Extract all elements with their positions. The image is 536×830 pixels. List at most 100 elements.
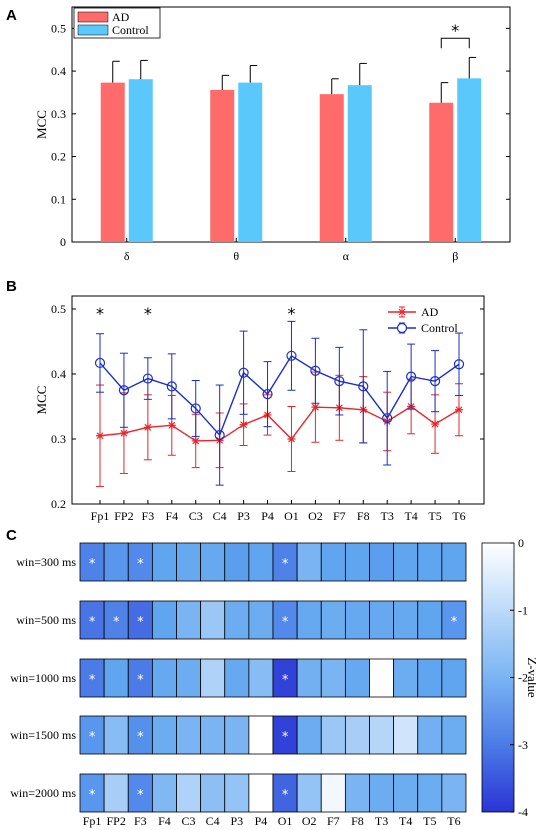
line-chart-panel: 0.2 0.3 0.4 0.5 MCC Fp1 FP2 F3 F4 C3 C4 P3 P4 O1 O2 F7 F…: [34, 295, 485, 523]
data-point: [214, 430, 225, 441]
heatmap-panel: win=300 ms * * * win=500 ms * * * * * win=1000 ms *…: [10, 536, 536, 828]
heatmap-row: win=500 ms * * * * *: [16, 600, 467, 640]
heatmap-cell: [176, 600, 202, 640]
heatmap-cell: [320, 600, 346, 640]
heatmap-cell: [272, 658, 298, 698]
legend-marker: [398, 308, 406, 316]
x-tick-label: F4: [165, 509, 178, 523]
significance-star: *: [282, 615, 289, 630]
colorbar-tick-label: -3: [518, 738, 528, 752]
legend: AD Control: [388, 305, 458, 335]
panel-label-a: A: [6, 7, 17, 24]
data-point: [96, 431, 104, 440]
heatmap-cell: [393, 715, 419, 755]
heatmap-cell: [296, 773, 322, 813]
heatmap-cell: [393, 658, 419, 698]
y-tick-label: 0.3: [51, 432, 66, 446]
column-label: T4: [399, 814, 412, 828]
heatmap-cell: [200, 658, 226, 698]
y-tick-label: 0.2: [51, 150, 66, 164]
heatmap-cell: [369, 658, 395, 698]
significance-star: *: [144, 304, 152, 323]
colorbar-tick-label: -1: [518, 603, 528, 617]
heatmap-cell: [344, 773, 370, 813]
data-point: [142, 373, 153, 384]
heatmap-cell: [79, 658, 105, 698]
y-tick-label: 0.2: [51, 497, 66, 511]
data-point: [382, 413, 393, 424]
column-label: C4: [206, 814, 220, 828]
y-tick-label: 0.1: [51, 192, 66, 206]
data-point: [431, 420, 440, 429]
x-tick-label: T6: [452, 509, 465, 523]
data-point: [239, 420, 248, 429]
bar-ad: [100, 82, 125, 242]
x-tick-label: F8: [357, 509, 370, 523]
heatmap-cell: [296, 542, 322, 582]
data-point: [406, 371, 417, 382]
heatmap-cell: [248, 542, 274, 582]
row-label: win=1500 ms: [10, 728, 76, 742]
heatmap-cell: [224, 658, 250, 698]
heatmap-cell: [441, 658, 467, 698]
heatmap-cell: [320, 658, 346, 698]
significance-star: *: [282, 673, 289, 688]
bar-control: [128, 79, 153, 242]
x-tick-label: C4: [213, 509, 227, 523]
row-label: win=300 ms: [16, 555, 76, 569]
x-tick-label: P4: [261, 509, 274, 523]
legend-label: Control: [421, 321, 458, 335]
heatmap-row: win=300 ms * * *: [16, 542, 467, 582]
x-tick-label: α: [343, 249, 350, 263]
heatmap-cell: [441, 715, 467, 755]
heatmap-cell: [103, 773, 129, 813]
heatmap-cell: [441, 600, 467, 640]
significance-star: *: [137, 557, 144, 572]
heatmap-cell: [417, 600, 443, 640]
significance-star: *: [282, 730, 289, 745]
x-tick-label: P3: [237, 509, 250, 523]
series-line: [99, 405, 460, 442]
heatmap-cell: [127, 600, 153, 640]
colorbar: [481, 542, 515, 813]
heatmap-cell: [200, 715, 226, 755]
data-point: [334, 376, 345, 387]
significance-star: *: [137, 730, 144, 745]
heatmap-cell: [369, 773, 395, 813]
column-label: F4: [158, 814, 171, 828]
y-axis-label: MCC: [34, 386, 49, 415]
heatmap-cell: [248, 773, 274, 813]
heatmap-cell: [127, 542, 153, 582]
heatmap-cell: [296, 600, 322, 640]
bar-control: [347, 85, 372, 242]
heatmap-cell: [320, 715, 346, 755]
heatmap-row: win=2000 ms * * *: [10, 773, 467, 813]
heatmap-cell: [248, 715, 274, 755]
bar-control: [457, 78, 482, 242]
data-point: [191, 436, 200, 445]
legend-label: AD: [421, 305, 439, 319]
x-tick-label: C3: [189, 509, 203, 523]
heatmap-cell: [176, 542, 202, 582]
column-label: F7: [327, 814, 340, 828]
heatmap-cell: [320, 542, 346, 582]
heatmap-cell: [296, 715, 322, 755]
heatmap-cell: [151, 658, 177, 698]
series-ad: [96, 371, 463, 487]
panel-label-b: B: [6, 278, 17, 295]
heatmap-row: win=1000 ms * * *: [10, 658, 467, 698]
heatmap-cell: [224, 542, 250, 582]
colorbar-label: Z-value: [525, 657, 536, 698]
data-point: [166, 381, 177, 392]
column-label: F3: [134, 814, 147, 828]
x-tick-label: FP2: [114, 509, 133, 523]
heatmap-cell: [200, 542, 226, 582]
data-point: [358, 381, 369, 392]
heatmap-cell: [248, 600, 274, 640]
heatmap-cell: [151, 600, 177, 640]
heatmap-cell: [369, 715, 395, 755]
y-axis-label: MCC: [34, 110, 49, 139]
data-point: [118, 385, 130, 396]
legend-label: AD: [112, 10, 130, 24]
